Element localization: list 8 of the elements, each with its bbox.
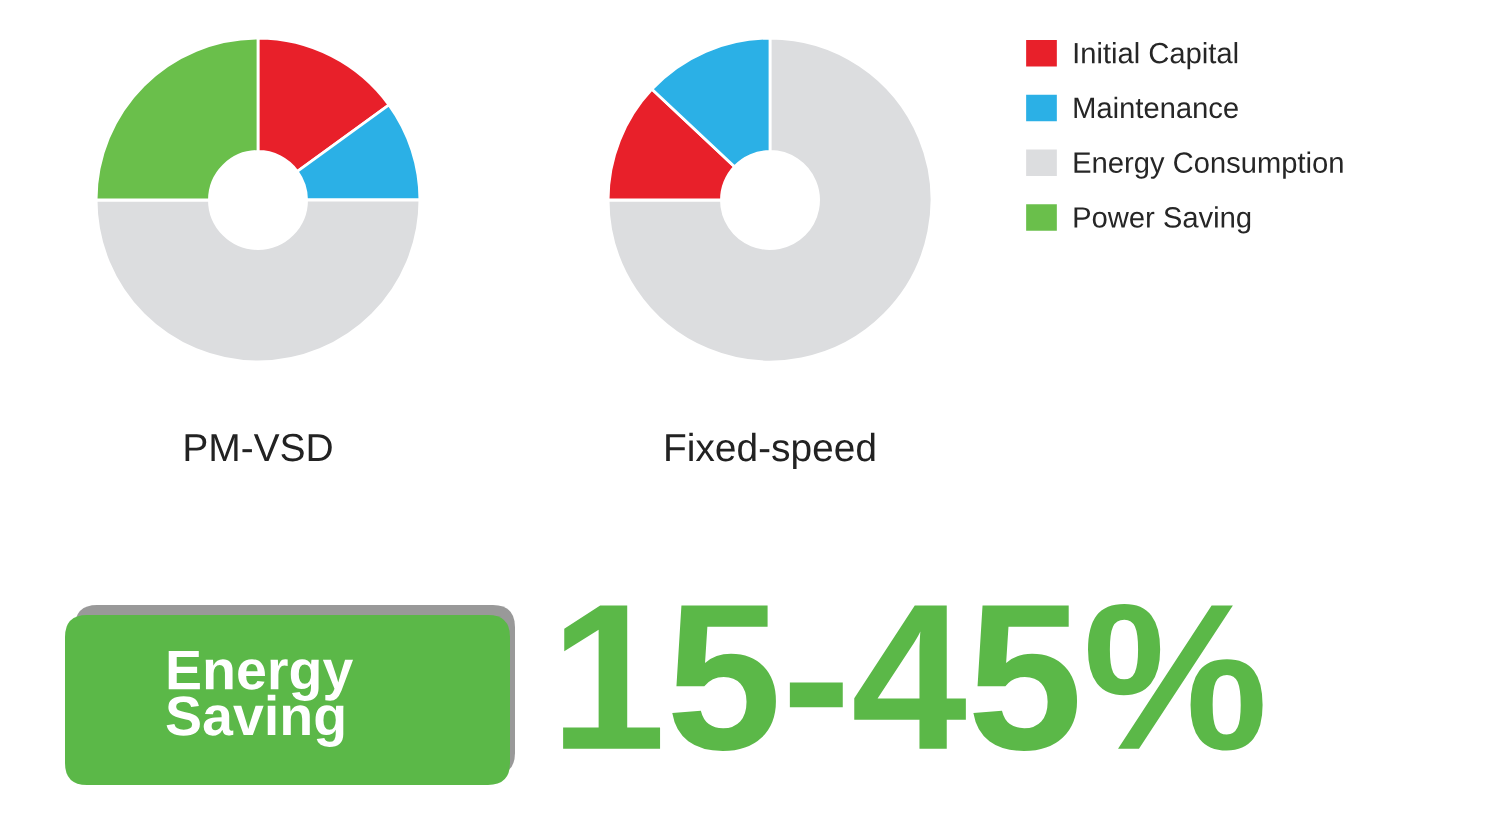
text: 15-45% [563, 603, 1263, 751]
text: Fixed-speed [666, 432, 875, 470]
text: Energy Saving [166, 650, 354, 747]
legend-label: Power Saving [1074, 206, 1251, 234]
text: PM-VSD [185, 433, 332, 462]
legend-label: Energy Consumption [1074, 151, 1343, 179]
legend-label: Maintenance [1074, 96, 1238, 119]
legend-label: Initial Capital [1074, 42, 1238, 70]
